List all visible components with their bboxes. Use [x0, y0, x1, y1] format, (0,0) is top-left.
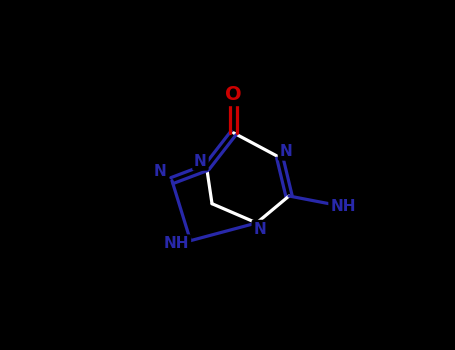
Text: NH: NH: [330, 199, 356, 214]
Text: N: N: [153, 164, 166, 179]
Text: NH: NH: [164, 236, 189, 251]
Text: N: N: [194, 154, 207, 169]
Text: O: O: [225, 85, 242, 104]
Text: N: N: [253, 222, 266, 237]
Text: N: N: [279, 144, 292, 159]
